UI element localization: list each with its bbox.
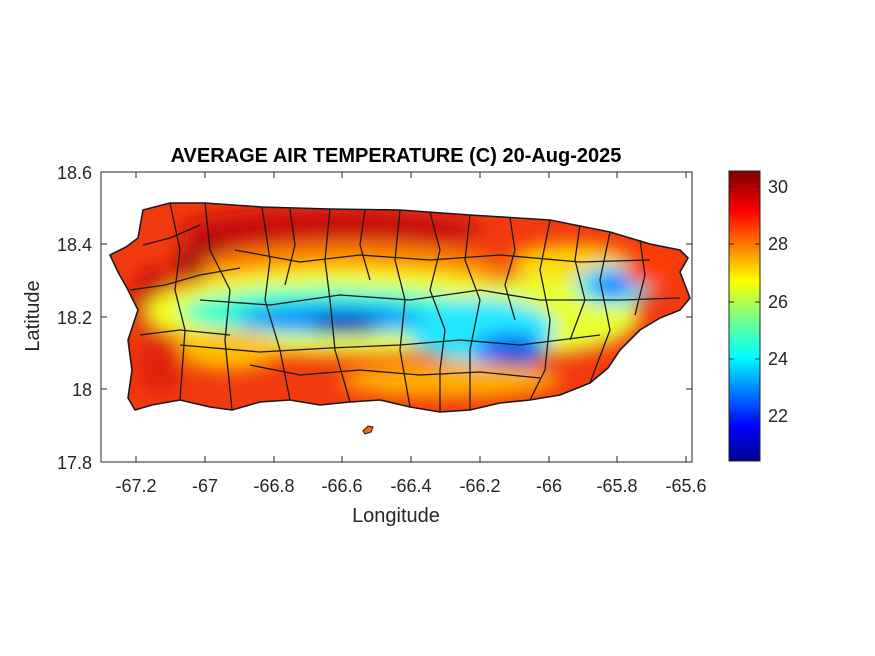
y-tick-label: 18.6	[57, 163, 92, 183]
y-tick-labels: 18.6 18.4 18.2 18 17.8	[57, 163, 92, 473]
x-axis-label: Longitude	[352, 505, 440, 527]
colorbar-tick-label: 24	[768, 349, 788, 369]
x-tick-label: -66.8	[253, 476, 294, 496]
x-tick-label: -67.2	[115, 476, 156, 496]
colorbar-ticks	[729, 186, 760, 417]
y-tick-label: 17.8	[57, 453, 92, 473]
municipality-borders	[109, 202, 691, 413]
y-axis-label: Latitude	[22, 280, 44, 351]
x-tick-label: -65.6	[665, 476, 706, 496]
colorbar-tick-label: 30	[768, 177, 788, 197]
temperature-field	[110, 203, 690, 412]
colorbar-gradient	[728, 170, 761, 462]
colorbar-tick-label: 26	[768, 292, 788, 312]
small-island	[362, 425, 374, 435]
x-tick-label: -66.6	[321, 476, 362, 496]
y-tick-label: 18.4	[57, 235, 92, 255]
chart-title: AVERAGE AIR TEMPERATURE (C) 20-Aug-2025	[171, 145, 622, 167]
y-tick-label: 18.2	[57, 308, 92, 328]
colorbar-tick-label: 22	[768, 406, 788, 426]
x-tick-label: -66.4	[390, 476, 431, 496]
x-tick-label: -67	[192, 476, 218, 496]
x-tick-label: -65.8	[596, 476, 637, 496]
colorbar-tick-label: 28	[768, 234, 788, 254]
colorbar: 30 28 26 24 22	[728, 170, 788, 462]
x-tick-labels: -67.2 -67 -66.8 -66.6 -66.4 -66.2 -66 -6…	[115, 476, 706, 496]
axis-ticks	[101, 171, 692, 463]
x-tick-label: -66	[536, 476, 562, 496]
x-tick-label: -66.2	[459, 476, 500, 496]
y-tick-label: 18	[72, 380, 92, 400]
